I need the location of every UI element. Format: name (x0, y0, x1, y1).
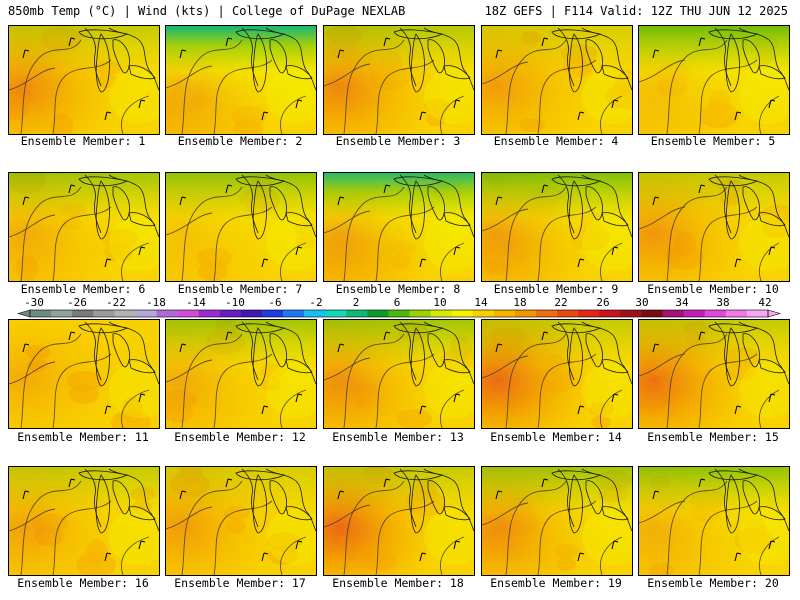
colorbar-swatch (578, 310, 600, 317)
colorbar-arrow-right (767, 309, 782, 318)
colorbar-swatch (219, 310, 242, 317)
ensemble-member-map (638, 172, 790, 282)
colorbar-swatch (135, 310, 157, 317)
ensemble-member-label: Ensemble Member: 13 (332, 430, 464, 444)
ensemble-member-label: Ensemble Member: 18 (332, 576, 464, 590)
colorbar-tick-label: -26 (67, 296, 87, 309)
colorbar-tick-label: 38 (716, 296, 729, 309)
colorbar-swatch (93, 310, 115, 317)
colorbar-swatch (683, 310, 706, 317)
colorbar-swatch (388, 310, 410, 317)
colorbar-swatch (557, 310, 579, 317)
colorbar-swatch (472, 310, 495, 317)
colorbar-tick-label: -10 (225, 296, 245, 309)
ensemble-member-label: Ensemble Member: 3 (335, 134, 461, 148)
colorbar-tick-label: 2 (353, 296, 360, 309)
colorbar-swatch (198, 310, 221, 317)
ensemble-member-map (481, 172, 633, 282)
ensemble-member-label: Ensemble Member: 14 (490, 430, 622, 444)
ensemble-member-label: Ensemble Member: 6 (20, 282, 146, 296)
colorbar-tick-label: 14 (474, 296, 488, 309)
ensemble-member-label: Ensemble Member: 1 (20, 134, 146, 148)
header-title: 850mb Temp (°C) | Wind (kts) | College o… (8, 4, 406, 18)
colorbar-tick-label: 34 (675, 296, 689, 309)
ensemble-member-map (481, 466, 633, 576)
colorbar-swatch (114, 310, 136, 317)
ensemble-member-map (323, 319, 475, 429)
ensemble-member-label: Ensemble Member: 12 (174, 430, 306, 444)
colorbar-swatch (536, 310, 558, 317)
colorbar-tick-label: 22 (554, 296, 567, 309)
colorbar-tick-label: 18 (513, 296, 526, 309)
ensemble-member-map (165, 25, 317, 135)
ensemble-member-map (638, 466, 790, 576)
colorbar-tick-label: -18 (146, 296, 166, 309)
colorbar-swatch (451, 310, 474, 317)
ensemble-member-map (165, 172, 317, 282)
ensemble-member-map (481, 25, 633, 135)
ensemble-member-map (165, 466, 317, 576)
ensemble-member-label: Ensemble Member: 9 (493, 282, 619, 296)
colorbar-swatch (514, 310, 537, 317)
colorbar-swatch (641, 310, 663, 317)
ensemble-member-map (638, 319, 790, 429)
colorbar-swatch (620, 310, 642, 317)
colorbar-swatch (261, 310, 284, 317)
ensemble-member-label: Ensemble Member: 7 (177, 282, 303, 296)
colorbar-swatch (409, 310, 432, 317)
ensemble-member-map (165, 319, 317, 429)
colorbar-swatch (51, 310, 73, 317)
ensemble-member-label: Ensemble Member: 10 (647, 282, 779, 296)
ensemble-member-map (481, 319, 633, 429)
colorbar-swatch (240, 310, 263, 317)
colorbar-swatch (662, 310, 685, 317)
ensemble-member-label: Ensemble Member: 15 (647, 430, 779, 444)
ensemble-member-label: Ensemble Member: 19 (490, 576, 622, 590)
colorbar-swatch (325, 310, 347, 317)
colorbar-tick-label: 10 (433, 296, 446, 309)
colorbar-tick-label: -22 (106, 296, 126, 309)
header-valid-time: 18Z GEFS | F114 Valid: 12Z THU JUN 12 20… (484, 4, 788, 18)
ensemble-member-map (323, 172, 475, 282)
colorbar-swatch (367, 310, 389, 317)
colorbar-tick-label: -2 (309, 296, 322, 309)
colorbar-swatch (746, 310, 769, 317)
colorbar-tick-label: 30 (635, 296, 648, 309)
colorbar-swatch (493, 310, 516, 317)
ensemble-member-map (8, 172, 160, 282)
ensemble-member-map (323, 25, 475, 135)
colorbar-tick-label: -14 (186, 296, 206, 309)
colorbar-tick-label: 26 (596, 296, 609, 309)
colorbar-swatch (725, 310, 748, 317)
ensemble-member-label: Ensemble Member: 2 (177, 134, 303, 148)
ensemble-member-map (8, 319, 160, 429)
ensemble-member-map (8, 25, 160, 135)
colorbar-swatch (346, 310, 368, 317)
colorbar-arrow-left (16, 309, 31, 318)
colorbar-swatch (72, 310, 94, 317)
colorbar-swatch (304, 310, 326, 317)
ensemble-member-map (8, 466, 160, 576)
colorbar-swatch (599, 310, 621, 317)
ensemble-member-label: Ensemble Member: 20 (647, 576, 779, 590)
ensemble-member-label: Ensemble Member: 8 (335, 282, 461, 296)
colorbar-swatch (177, 310, 200, 317)
colorbar-swatch (430, 310, 453, 317)
ensemble-member-label: Ensemble Member: 5 (650, 134, 776, 148)
ensemble-member-label: Ensemble Member: 4 (493, 134, 619, 148)
colorbar-tick-label: -6 (268, 296, 281, 309)
colorbar-swatch (704, 310, 727, 317)
colorbar-swatch (283, 310, 305, 317)
ensemble-member-map (638, 25, 790, 135)
ensemble-member-label: Ensemble Member: 17 (174, 576, 306, 590)
ensemble-member-label: Ensemble Member: 11 (17, 430, 149, 444)
colorbar-tick-label: -30 (24, 296, 44, 309)
colorbar-tick-label: 42 (758, 296, 771, 309)
ensemble-member-map (323, 466, 475, 576)
colorbar-swatch (30, 310, 52, 317)
colorbar-tick-label: 6 (394, 296, 401, 309)
ensemble-member-label: Ensemble Member: 16 (17, 576, 149, 590)
colorbar-swatch (156, 310, 178, 317)
